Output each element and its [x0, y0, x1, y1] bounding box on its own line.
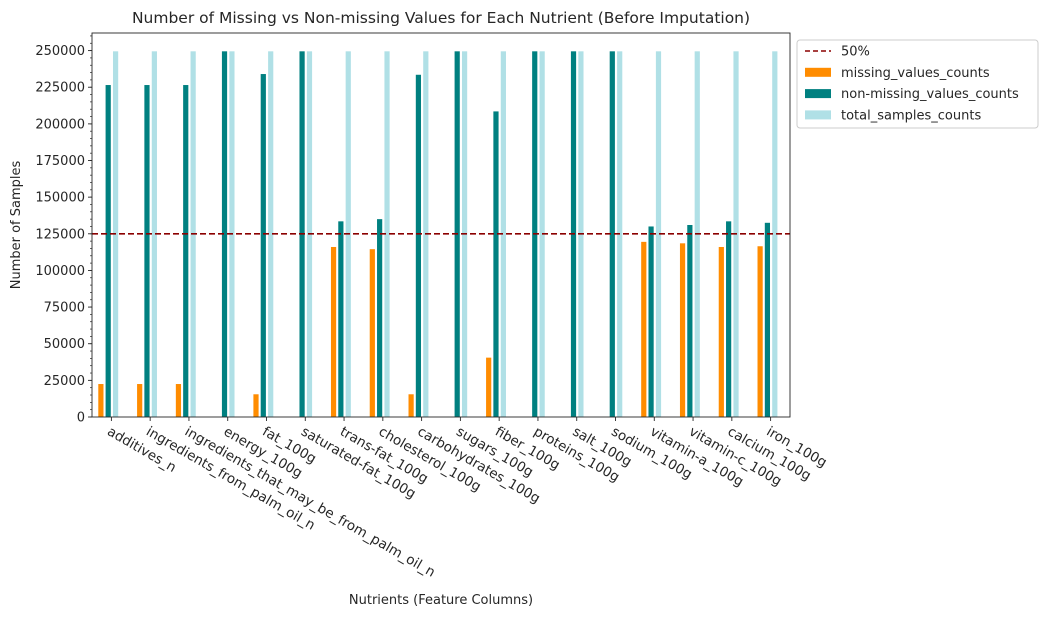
bar-total_samples_counts-ingredients_from_palm_oil_n — [151, 51, 157, 417]
bar-non-missing_values_counts-fiber_100g — [493, 111, 499, 417]
bar-non-missing_values_counts-ingredients_that_may_be_from_palm_oil_n — [183, 85, 189, 417]
legend-label: total_samples_counts — [841, 108, 981, 123]
legend-label: missing_values_counts — [841, 66, 990, 81]
y-tick-label: 250000 — [35, 44, 85, 59]
bar-total_samples_counts-cholesterol_100g — [384, 51, 390, 417]
y-axis-title: Number of Samples — [9, 161, 24, 290]
plot-frame — [91, 32, 791, 418]
bar-non-missing_values_counts-energy_100g — [221, 51, 228, 417]
y-tick-label: 150000 — [35, 191, 85, 206]
bar-missing_values_counts-ingredients_from_palm_oil_n — [137, 384, 143, 417]
chart-title: Number of Missing vs Non-missing Values … — [132, 9, 750, 27]
bar-non-missing_values_counts-trans-fat_100g — [338, 221, 344, 417]
x-axis-title: Nutrients (Feature Columns) — [349, 593, 533, 608]
bar-non-missing_values_counts-calcium_100g — [726, 221, 732, 417]
y-tick-label: 200000 — [35, 117, 85, 132]
bar-missing_values_counts-carbohydrates_100g — [408, 394, 414, 417]
y-tick-label: 0 — [77, 411, 85, 426]
bar-non-missing_values_counts-sodium_100g — [609, 51, 615, 417]
bar-non-missing_values_counts-vitamin-c_100g — [687, 225, 693, 417]
bar-missing_values_counts-vitamin-a_100g — [641, 241, 647, 417]
y-axis: 0 25000 50000 75000 100000 125000 150000 175000… — [35, 35, 92, 426]
legend-swatch-non-missing_values_counts — [805, 89, 831, 99]
bar-total_samples_counts-fiber_100g — [500, 51, 506, 417]
y-tick-label: 225000 — [35, 81, 85, 96]
bar-missing_values_counts-fiber_100g — [486, 357, 492, 417]
y-tick-label: 75000 — [44, 301, 85, 316]
bar-total_samples_counts-iron_100g — [772, 51, 778, 417]
y-tick-label: 25000 — [44, 374, 85, 389]
bar-non-missing_values_counts-additives_n — [105, 85, 111, 417]
bar-missing_values_counts-ingredients_that_may_be_from_palm_oil_n — [175, 384, 182, 417]
bar-non-missing_values_counts-iron_100g — [764, 222, 771, 417]
bar-missing_values_counts-additives_n — [98, 384, 104, 417]
bar-total_samples_counts-vitamin-a_100g — [655, 51, 662, 417]
bar-non-missing_values_counts-ingredients_from_palm_oil_n — [144, 85, 150, 417]
bar-non-missing_values_counts-cholesterol_100g — [377, 219, 383, 417]
bar-non-missing_values_counts-vitamin-a_100g — [648, 226, 654, 417]
legend-swatch-total_samples_counts — [805, 110, 831, 120]
bar-missing_values_counts-fat_100g — [253, 394, 259, 417]
bar-missing_values_counts-cholesterol_100g — [369, 249, 375, 417]
y-tick-label: 175000 — [35, 154, 85, 169]
y-tick-label: 50000 — [44, 337, 85, 352]
legend-swatch-missing_values_counts — [805, 67, 831, 77]
bar-total_samples_counts-fat_100g — [268, 51, 274, 417]
bar-missing_values_counts-iron_100g — [757, 246, 763, 417]
bar-missing_values_counts-trans-fat_100g — [330, 246, 337, 417]
legend-label: 50% — [841, 45, 870, 60]
legend: 50% missing_values_counts non-missing_valu… — [796, 39, 1039, 129]
bar-non-missing_values_counts-carbohydrates_100g — [415, 74, 422, 418]
legend-label: non-missing_values_counts — [841, 87, 1019, 102]
y-tick-label: 100000 — [35, 264, 85, 279]
bar-missing_values_counts-calcium_100g — [718, 246, 724, 417]
bar-non-missing_values_counts-fat_100g — [260, 74, 266, 417]
y-tick-label: 125000 — [35, 227, 85, 242]
legend-frame — [796, 39, 1039, 129]
bar-missing_values_counts-vitamin-c_100g — [679, 243, 686, 417]
